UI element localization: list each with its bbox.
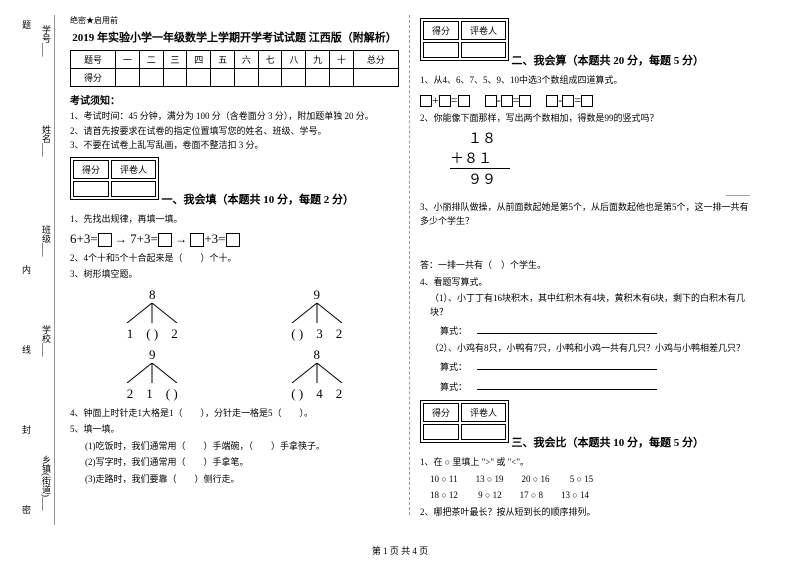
seal-mark: 线 xyxy=(20,345,33,354)
s3q1-row: 10 ○ 11 13 ○ 19 20 ○ 16 5 ○ 15 xyxy=(420,473,750,487)
seal-mark: 封 xyxy=(20,425,33,434)
score-box: 得分评卷人 xyxy=(420,18,509,61)
s3q1-row: 18 ○ 12 9 ○ 12 17 ○ 8 13 ○ 14 xyxy=(420,489,750,503)
s2q3-answer: 答：一排一共有（ ）个学生。 xyxy=(420,259,750,273)
s2q2: 2、你能像下面那样，写出两个数相加，得数是99的竖式吗？ xyxy=(420,112,750,126)
grader-label: 评卷人 xyxy=(111,160,156,179)
tree-row: 9 2 1 ( ) 8 ( ) 4 2 xyxy=(70,347,399,402)
binding-sidebar: 学号___ 姓名___ 班级___ 学校___ 乡镇(街道)___ 题 内 线 … xyxy=(10,15,55,525)
seal-mark: 密 xyxy=(20,505,33,514)
s2q1-boxes: += -= -= xyxy=(420,91,750,109)
tree-diagram: 8 ( ) 4 2 xyxy=(277,347,357,402)
exam-title: 2019 年实验小学一年级数学上学期开学考试试题 江西版（附解析） xyxy=(70,29,399,45)
secret-tag: 绝密★启用前 xyxy=(70,15,399,26)
th: 一 xyxy=(116,51,140,69)
tree-diagram: 9 ( ) 3 2 xyxy=(277,287,357,342)
th: 四 xyxy=(187,51,211,69)
calc-line: 算式： xyxy=(420,378,750,395)
seal-mark: 题 xyxy=(20,20,33,29)
q5c: (3)走路时，我们要靠（ ）侧行走。 xyxy=(70,473,399,487)
calc-line: 算式： xyxy=(420,358,750,375)
q5a: (1)吃饭时，我们通常用（ ）手端碗，（ ）手拿筷子。 xyxy=(70,440,399,454)
q4: 4、钟面上时针走1大格是1（ ），分针走一格是5（ ）。 xyxy=(70,407,399,421)
q1-expression: 6+3= → 7+3= → +3= xyxy=(70,229,399,249)
s3q1: 1、在 ○ 里填上 ">" 或 "<"。 xyxy=(420,456,750,470)
sidebar-label: 学校___ xyxy=(40,325,53,357)
q2: 2、4个十和5个十合起来是（ ）个十。 xyxy=(70,252,399,266)
s2q4b: （2）、小鸡有8只，小鸭有7只，小鸭和小鸡一共有几只？小鸡与小鸭相差几只？ xyxy=(420,342,750,356)
sidebar-label: 学号___ xyxy=(40,25,53,57)
score-label: 得分 xyxy=(423,21,459,40)
grader-label: 评卷人 xyxy=(461,403,506,422)
tree-diagram: 9 2 1 ( ) xyxy=(112,347,192,402)
tree-diagram: 8 1 ( ) 2 xyxy=(112,287,192,342)
th: 六 xyxy=(234,51,258,69)
th: 五 xyxy=(211,51,235,69)
th: 二 xyxy=(139,51,163,69)
q5: 5、填一填。 xyxy=(70,423,399,437)
s2q4: 4、看题写算式。 xyxy=(420,276,750,290)
score-box: 得分评卷人 xyxy=(420,400,509,443)
th: 十 xyxy=(330,51,354,69)
score-table: 题号 一 二 三 四 五 六 七 八 九 十 总分 得分 xyxy=(70,50,399,87)
th: 七 xyxy=(258,51,282,69)
calc-line: 算式： xyxy=(420,322,750,339)
left-column: 绝密★启用前 2019 年实验小学一年级数学上学期开学考试试题 江西版（附解析）… xyxy=(60,15,410,515)
s2q3: 3、小丽排队做操，从前面数起她是第5个，从后面数起他也是第5个，这一排一共有多少… xyxy=(420,201,750,228)
score-label: 得分 xyxy=(73,160,109,179)
ellipsis: ............ xyxy=(420,189,750,198)
notice-item: 2、请首先按要求在试卷的指定位置填写您的姓名、班级、学号。 xyxy=(70,125,399,138)
th: 九 xyxy=(306,51,330,69)
section2-title: 二、我会算（本题共 20 分，每题 5 分） xyxy=(512,52,705,68)
page-footer: 第 1 页 共 4 页 xyxy=(0,544,800,557)
row-label: 得分 xyxy=(71,69,116,87)
sidebar-label: 班级___ xyxy=(40,225,53,257)
q1: 1、先找出规律，再填一填。 xyxy=(70,213,399,227)
page-content: 绝密★启用前 2019 年实验小学一年级数学上学期开学考试试题 江西版（附解析）… xyxy=(0,0,800,540)
score-label: 得分 xyxy=(423,403,459,422)
grader-label: 评卷人 xyxy=(461,21,506,40)
th: 总分 xyxy=(353,51,398,69)
s2q4a: （1）、小丁丁有16块积木，其中红积木有4块，黄积木有6块，剩下的白积木有几块？ xyxy=(420,292,750,319)
notice-item: 1、考试时间：45 分钟，满分为 100 分（含卷面分 3 分），附加题单独 2… xyxy=(70,110,399,123)
s3q2: 2、哪把茶叶最长？按从短到长的顺序排列。 xyxy=(420,506,750,520)
tree-row: 8 1 ( ) 2 9 ( ) 3 2 xyxy=(70,287,399,342)
section3-title: 三、我会比（本题共 10 分，每题 5 分） xyxy=(512,434,705,450)
seal-mark: 内 xyxy=(20,265,33,274)
vertical-calculation: １８ ＋８１ ９９ xyxy=(450,128,750,189)
sidebar-label: 姓名___ xyxy=(40,125,53,157)
score-box: 得分评卷人 xyxy=(70,157,159,200)
sidebar-label: 乡镇(街道)___ xyxy=(40,455,53,511)
th: 题号 xyxy=(71,51,116,69)
s2q1: 1、从4、6、7、5、9、10中选3个数组成四道算式。 xyxy=(420,74,750,88)
section1-title: 一、我会填（本题共 10 分，每题 2 分） xyxy=(162,191,355,207)
th: 三 xyxy=(163,51,187,69)
notice-item: 3、不要在试卷上乱写乱画，卷面不整洁扣 3 分。 xyxy=(70,139,399,152)
right-column: 得分评卷人 二、我会算（本题共 20 分，每题 5 分） 1、从4、6、7、5、… xyxy=(410,15,760,515)
notice-label: 考试须知： xyxy=(70,92,399,107)
th: 八 xyxy=(282,51,306,69)
q3: 3、树形填空题。 xyxy=(70,268,399,282)
q5b: (2)写字时，我们通常用（ ）手拿笔。 xyxy=(70,456,399,470)
